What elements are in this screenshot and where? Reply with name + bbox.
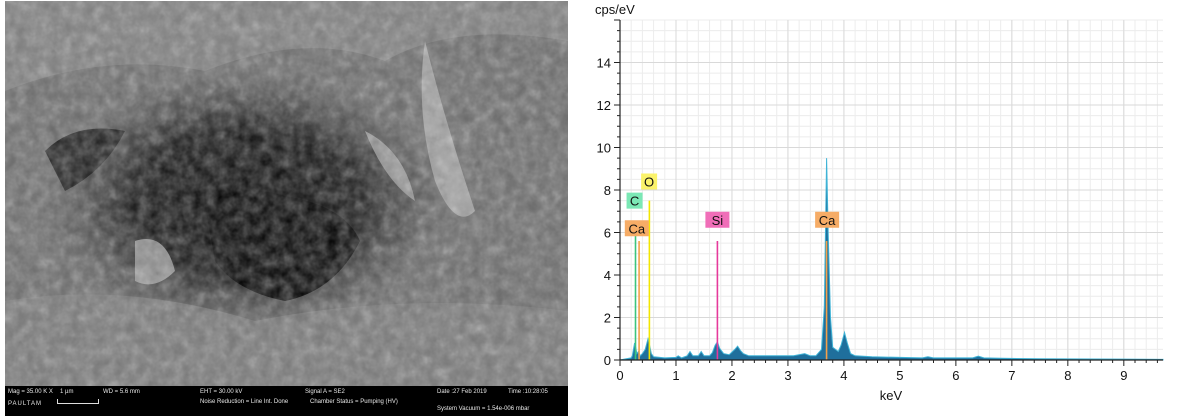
x-tick-label: 5 — [896, 368, 903, 383]
element-ca-label-box — [815, 211, 840, 228]
y-tick-label: 10 — [597, 141, 611, 156]
sem-data-bar: Mag = 35.00 K X 1 µm WD = 5.6 mm PAULTAM… — [5, 386, 568, 416]
mag-label: Mag = 35.00 K X — [8, 389, 53, 395]
x-tick-label: 9 — [1120, 368, 1127, 383]
chamber-label: Chamber Status = Pumping (HV) — [310, 399, 398, 405]
scale-bar — [57, 399, 99, 404]
y-tick-label: 6 — [604, 226, 611, 241]
element-ca-label: Ca — [819, 213, 836, 228]
x-tick-label: 6 — [952, 368, 959, 383]
signal-label: Signal A = SE2 — [305, 389, 345, 395]
sem-micrograph — [5, 1, 568, 386]
y-tick-label: 12 — [597, 98, 611, 113]
sem-texture — [5, 1, 568, 386]
y-tick-label: 14 — [597, 56, 611, 71]
vacuum-label: System Vacuum = 1.54e-006 mbar — [437, 406, 530, 412]
element-c-label: C — [630, 194, 639, 209]
y-tick-label: 8 — [604, 183, 611, 198]
y-axis-ticks: 0 2 4 6 8 10 12 14 — [597, 19, 620, 368]
spectrum-area — [619, 158, 1164, 361]
element-ca-label: Ca — [628, 221, 645, 236]
x-tick-label: 4 — [840, 368, 847, 383]
y-tick-label: 2 — [604, 311, 611, 326]
scale-label: 1 µm — [60, 389, 74, 395]
operator-label: PAULTAM — [8, 401, 43, 407]
eht-label: EHT = 30.00 kV — [200, 389, 243, 395]
x-axis-label: keV — [880, 388, 903, 403]
y-tick-label: 0 — [604, 353, 611, 368]
element-c-label-box — [626, 192, 643, 209]
noise-label: Noise Reduction = Line Int. Done — [200, 399, 289, 405]
x-tick-label: 2 — [728, 368, 735, 383]
element-o-label-box — [641, 173, 658, 190]
element-si-label-box — [705, 211, 730, 228]
element-o-label: O — [644, 175, 654, 190]
grid-major — [619, 20, 1163, 361]
x-tick-label: 7 — [1008, 368, 1015, 383]
sem-panel: Mag = 35.00 K X 1 µm WD = 5.6 mm PAULTAM… — [5, 1, 568, 416]
element-lines: CO Ca Si Ca — [624, 173, 840, 360]
x-axis-ticks: 0 1 2 3 4 5 6 7 8 9 — [616, 360, 1158, 383]
x-tick-label: 8 — [1064, 368, 1071, 383]
x-tick-label: 3 — [784, 368, 791, 383]
y-axis-label: cps/eV — [595, 2, 635, 17]
date-label: Date :27 Feb 2019 — [437, 389, 487, 395]
time-label: Time :10:28:05 — [508, 389, 548, 395]
y-tick-label: 4 — [604, 268, 611, 283]
x-tick-label: 1 — [672, 368, 679, 383]
element-si-label: Si — [712, 213, 724, 228]
wd-label: WD = 5.6 mm — [103, 389, 140, 395]
x-tick-label: 0 — [616, 368, 623, 383]
element-ca-label-box — [624, 220, 649, 237]
